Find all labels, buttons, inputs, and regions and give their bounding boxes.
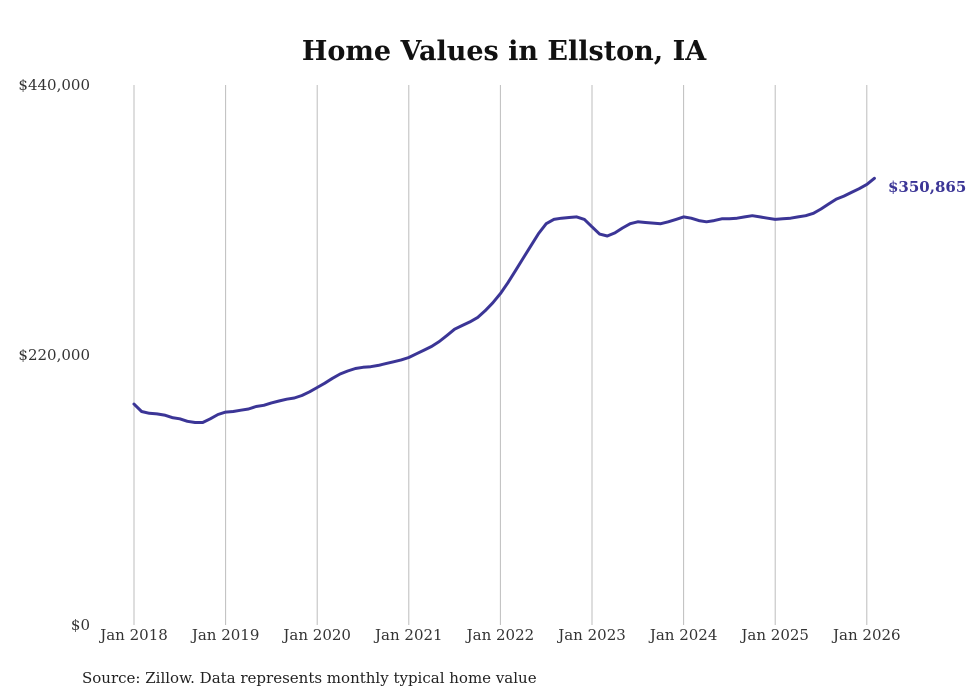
x-tick-label: Jan 2019 [190,626,260,644]
y-axis-ticks: $0 $220,000 $440,000 [18,76,90,634]
x-tick-label: Jan 2020 [281,626,351,644]
home-value-line [132,176,876,424]
x-tick-label: Jan 2023 [556,626,626,644]
x-tick-label: Jan 2021 [373,626,443,644]
x-tick-label: Jan 2022 [465,626,535,644]
y-tick-label: $440,000 [18,76,90,94]
x-tick-label: Jan 2025 [739,626,809,644]
y-tick-label: $0 [71,616,90,634]
chart-title: Home Values in Ellston, IA [302,36,707,67]
x-gridlines [133,85,868,625]
x-tick-label: Jan 2026 [831,626,901,644]
x-tick-label: Jan 2024 [648,626,718,644]
x-tick-label: Jan 2018 [98,626,168,644]
source-note: Source: Zillow. Data represents monthly … [82,669,537,687]
y-tick-label: $220,000 [18,346,90,364]
latest-value-label: $350,865 [888,178,966,196]
x-axis-ticks: Jan 2018 Jan 2019 Jan 2020 Jan 2021 Jan 2022… [98,626,900,644]
